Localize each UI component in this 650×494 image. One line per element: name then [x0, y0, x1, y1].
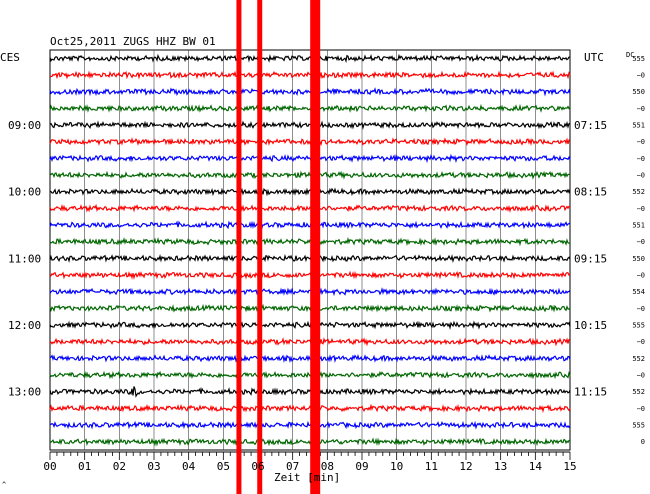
- seismic-trace: [49, 103, 571, 113]
- dc-value-label: 555: [632, 322, 645, 330]
- dc-value-label: 0: [641, 438, 645, 446]
- seismic-trace: [49, 303, 571, 314]
- seismic-trace: [49, 420, 571, 430]
- x-tick-label: 03: [147, 460, 160, 473]
- x-tick-label: 10: [390, 460, 403, 473]
- x-tick-label: 01: [78, 460, 91, 473]
- grid-lines: [49, 49, 571, 460]
- seismic-trace: [49, 87, 571, 97]
- dc-value-label: 555: [632, 422, 645, 430]
- dc-value-label: −0: [637, 72, 645, 80]
- dc-value-label: 551: [632, 122, 645, 130]
- left-hour-label: 10:00: [8, 186, 41, 199]
- dc-value-label: −0: [637, 238, 645, 246]
- dc-value-label: −0: [637, 405, 645, 413]
- axis-labels: Oct25,2011 ZUGS HHZ BW 01 CES UTC DC Zei…: [0, 35, 645, 489]
- x-tick-label: 12: [459, 460, 472, 473]
- red-marker-line: [236, 0, 242, 494]
- seismic-trace: [49, 270, 571, 280]
- x-tick-label: 11: [425, 460, 438, 473]
- seismic-traces: [49, 53, 571, 447]
- dc-value-label: −0: [637, 105, 645, 113]
- seismic-trace: [49, 120, 571, 130]
- dc-value-label: −0: [637, 272, 645, 280]
- seismic-trace: [49, 70, 571, 80]
- red-marker-line: [257, 0, 263, 494]
- right-time-zone-label: UTC: [584, 51, 604, 64]
- right-hour-label: 08:15: [574, 186, 607, 199]
- seismic-trace: [49, 137, 571, 147]
- x-tick-label: 14: [529, 460, 543, 473]
- dc-value-label: 554: [632, 288, 645, 296]
- seismic-trace: [49, 236, 571, 247]
- seismic-trace: [49, 370, 571, 380]
- seismic-trace: [49, 153, 571, 164]
- dc-value-label: 552: [632, 388, 645, 396]
- x-axis-label: Zeit [min]: [274, 471, 340, 484]
- x-tick-label: 04: [182, 460, 196, 473]
- dc-value-label: 550: [632, 255, 645, 263]
- dc-value-label: −0: [637, 172, 645, 180]
- seismic-trace: [49, 220, 571, 230]
- left-hour-label: 11:00: [8, 252, 41, 265]
- dc-value-label: −0: [637, 205, 645, 213]
- left-hour-label: 09:00: [8, 119, 41, 132]
- red-markers: [236, 0, 321, 494]
- dc-value-label: 555: [632, 55, 645, 63]
- right-hour-label: 07:15: [574, 119, 607, 132]
- dc-label: DC: [626, 51, 634, 59]
- seismic-trace: [49, 354, 571, 364]
- plot-frame: [49, 49, 571, 451]
- red-marker-line: [310, 0, 321, 494]
- x-tick-label: 08: [321, 460, 334, 473]
- x-tick-label: 06: [251, 460, 264, 473]
- dc-value-label: −0: [637, 372, 645, 380]
- x-tick-label: 15: [563, 460, 576, 473]
- seismic-trace: [49, 187, 571, 197]
- left-hour-label: 13:00: [8, 386, 41, 399]
- right-hour-label: 09:15: [574, 252, 607, 265]
- left-time-zone-label: CES: [0, 51, 20, 64]
- dc-value-label: −0: [637, 305, 645, 313]
- dc-value-label: −0: [637, 138, 645, 146]
- x-tick-label: 07: [286, 460, 299, 473]
- seismic-trace: [49, 437, 570, 447]
- seismic-trace: [49, 53, 571, 64]
- x-tick-label: 05: [217, 460, 230, 473]
- chart-title: Oct25,2011 ZUGS HHZ BW 01: [50, 35, 216, 48]
- dc-value-label: 552: [632, 355, 645, 363]
- dc-value-label: 551: [632, 222, 645, 230]
- x-tick-label: 09: [355, 460, 368, 473]
- seismic-trace: [49, 337, 571, 347]
- footer-mark: ^: [2, 481, 6, 489]
- right-hour-label: 11:15: [574, 386, 607, 399]
- x-tick-label: 02: [113, 460, 126, 473]
- dc-value-label: 550: [632, 88, 645, 96]
- seismic-trace: [49, 320, 571, 331]
- seismic-trace: [49, 386, 571, 398]
- seismic-trace: [49, 253, 571, 263]
- left-hour-label: 12:00: [8, 319, 41, 332]
- seismic-trace: [49, 203, 571, 213]
- dc-value-label: −0: [637, 155, 645, 163]
- right-hour-label: 10:15: [574, 319, 607, 332]
- seismic-trace: [49, 287, 571, 297]
- dc-value-label: 552: [632, 188, 645, 196]
- seismic-trace: [49, 403, 571, 414]
- x-tick-label: 00: [43, 460, 56, 473]
- x-tick-label: 13: [494, 460, 507, 473]
- dc-value-label: −0: [637, 338, 645, 346]
- seismic-trace: [49, 170, 571, 180]
